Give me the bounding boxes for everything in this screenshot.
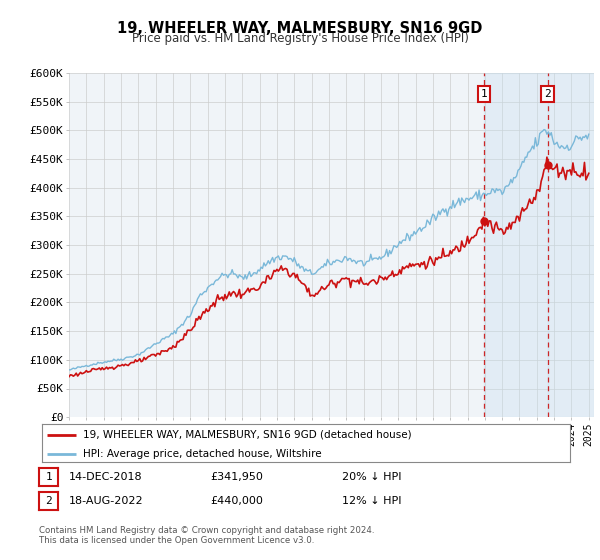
Text: 2: 2 bbox=[45, 496, 52, 506]
Text: 1: 1 bbox=[45, 472, 52, 482]
Text: 1: 1 bbox=[481, 89, 487, 99]
Text: 18-AUG-2022: 18-AUG-2022 bbox=[69, 496, 143, 506]
Text: 19, WHEELER WAY, MALMESBURY, SN16 9GD: 19, WHEELER WAY, MALMESBURY, SN16 9GD bbox=[118, 21, 482, 36]
Text: 12% ↓ HPI: 12% ↓ HPI bbox=[342, 496, 401, 506]
Text: £440,000: £440,000 bbox=[210, 496, 263, 506]
Text: Contains HM Land Registry data © Crown copyright and database right 2024.: Contains HM Land Registry data © Crown c… bbox=[39, 526, 374, 535]
Text: £341,950: £341,950 bbox=[210, 472, 263, 482]
Text: HPI: Average price, detached house, Wiltshire: HPI: Average price, detached house, Wilt… bbox=[83, 449, 322, 459]
Bar bbox=[484, 73, 548, 417]
Text: 19, WHEELER WAY, MALMESBURY, SN16 9GD (detached house): 19, WHEELER WAY, MALMESBURY, SN16 9GD (d… bbox=[83, 430, 412, 440]
Text: Price paid vs. HM Land Registry's House Price Index (HPI): Price paid vs. HM Land Registry's House … bbox=[131, 32, 469, 45]
Text: 20% ↓ HPI: 20% ↓ HPI bbox=[342, 472, 401, 482]
Bar bbox=[548, 73, 594, 417]
Text: 14-DEC-2018: 14-DEC-2018 bbox=[69, 472, 143, 482]
Text: This data is licensed under the Open Government Licence v3.0.: This data is licensed under the Open Gov… bbox=[39, 536, 314, 545]
Text: 2: 2 bbox=[544, 89, 551, 99]
